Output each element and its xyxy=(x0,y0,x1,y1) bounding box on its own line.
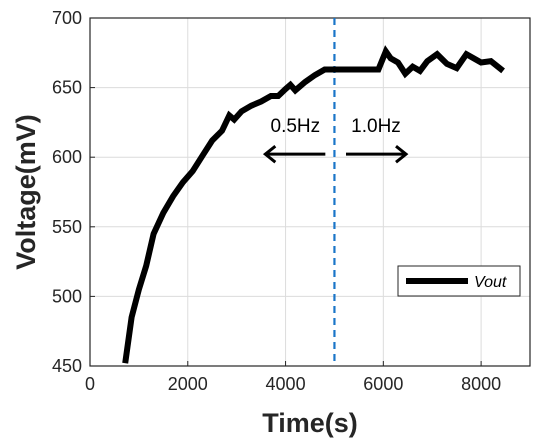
x-tick-label: 6000 xyxy=(363,374,403,394)
x-axis-label: Time(s) xyxy=(262,408,358,438)
y-tick-label: 450 xyxy=(52,356,82,376)
annotation-label: 1.0Hz xyxy=(351,116,401,137)
x-tick-label: 2000 xyxy=(168,374,208,394)
grid-lines xyxy=(89,17,530,367)
plot-area xyxy=(89,17,531,367)
frequency-annotations: 0.5Hz 1.0Hz xyxy=(262,116,409,164)
y-tick-label: 600 xyxy=(52,147,82,167)
annotation-label: 0.5Hz xyxy=(271,116,321,137)
y-tick-label: 550 xyxy=(52,217,82,237)
y-axis: 450 500 550 600 650 700 xyxy=(52,8,95,376)
y-tick-label: 500 xyxy=(52,286,82,306)
x-axis: 0 2000 4000 6000 8000 xyxy=(85,361,501,394)
series-line-vout xyxy=(122,45,505,364)
y-tick-label: 700 xyxy=(52,8,82,28)
legend-label-vout: Vout xyxy=(474,274,507,291)
x-tick-label: 0 xyxy=(85,374,95,394)
arrow-left-icon xyxy=(262,144,326,164)
x-tick-label: 8000 xyxy=(461,374,501,394)
y-axis-label: Voltage(mV) xyxy=(11,114,41,270)
x-tick-label: 4000 xyxy=(266,374,306,394)
legend: Vout xyxy=(397,265,521,297)
y-tick-label: 650 xyxy=(52,78,82,98)
arrow-right-icon xyxy=(346,144,409,164)
